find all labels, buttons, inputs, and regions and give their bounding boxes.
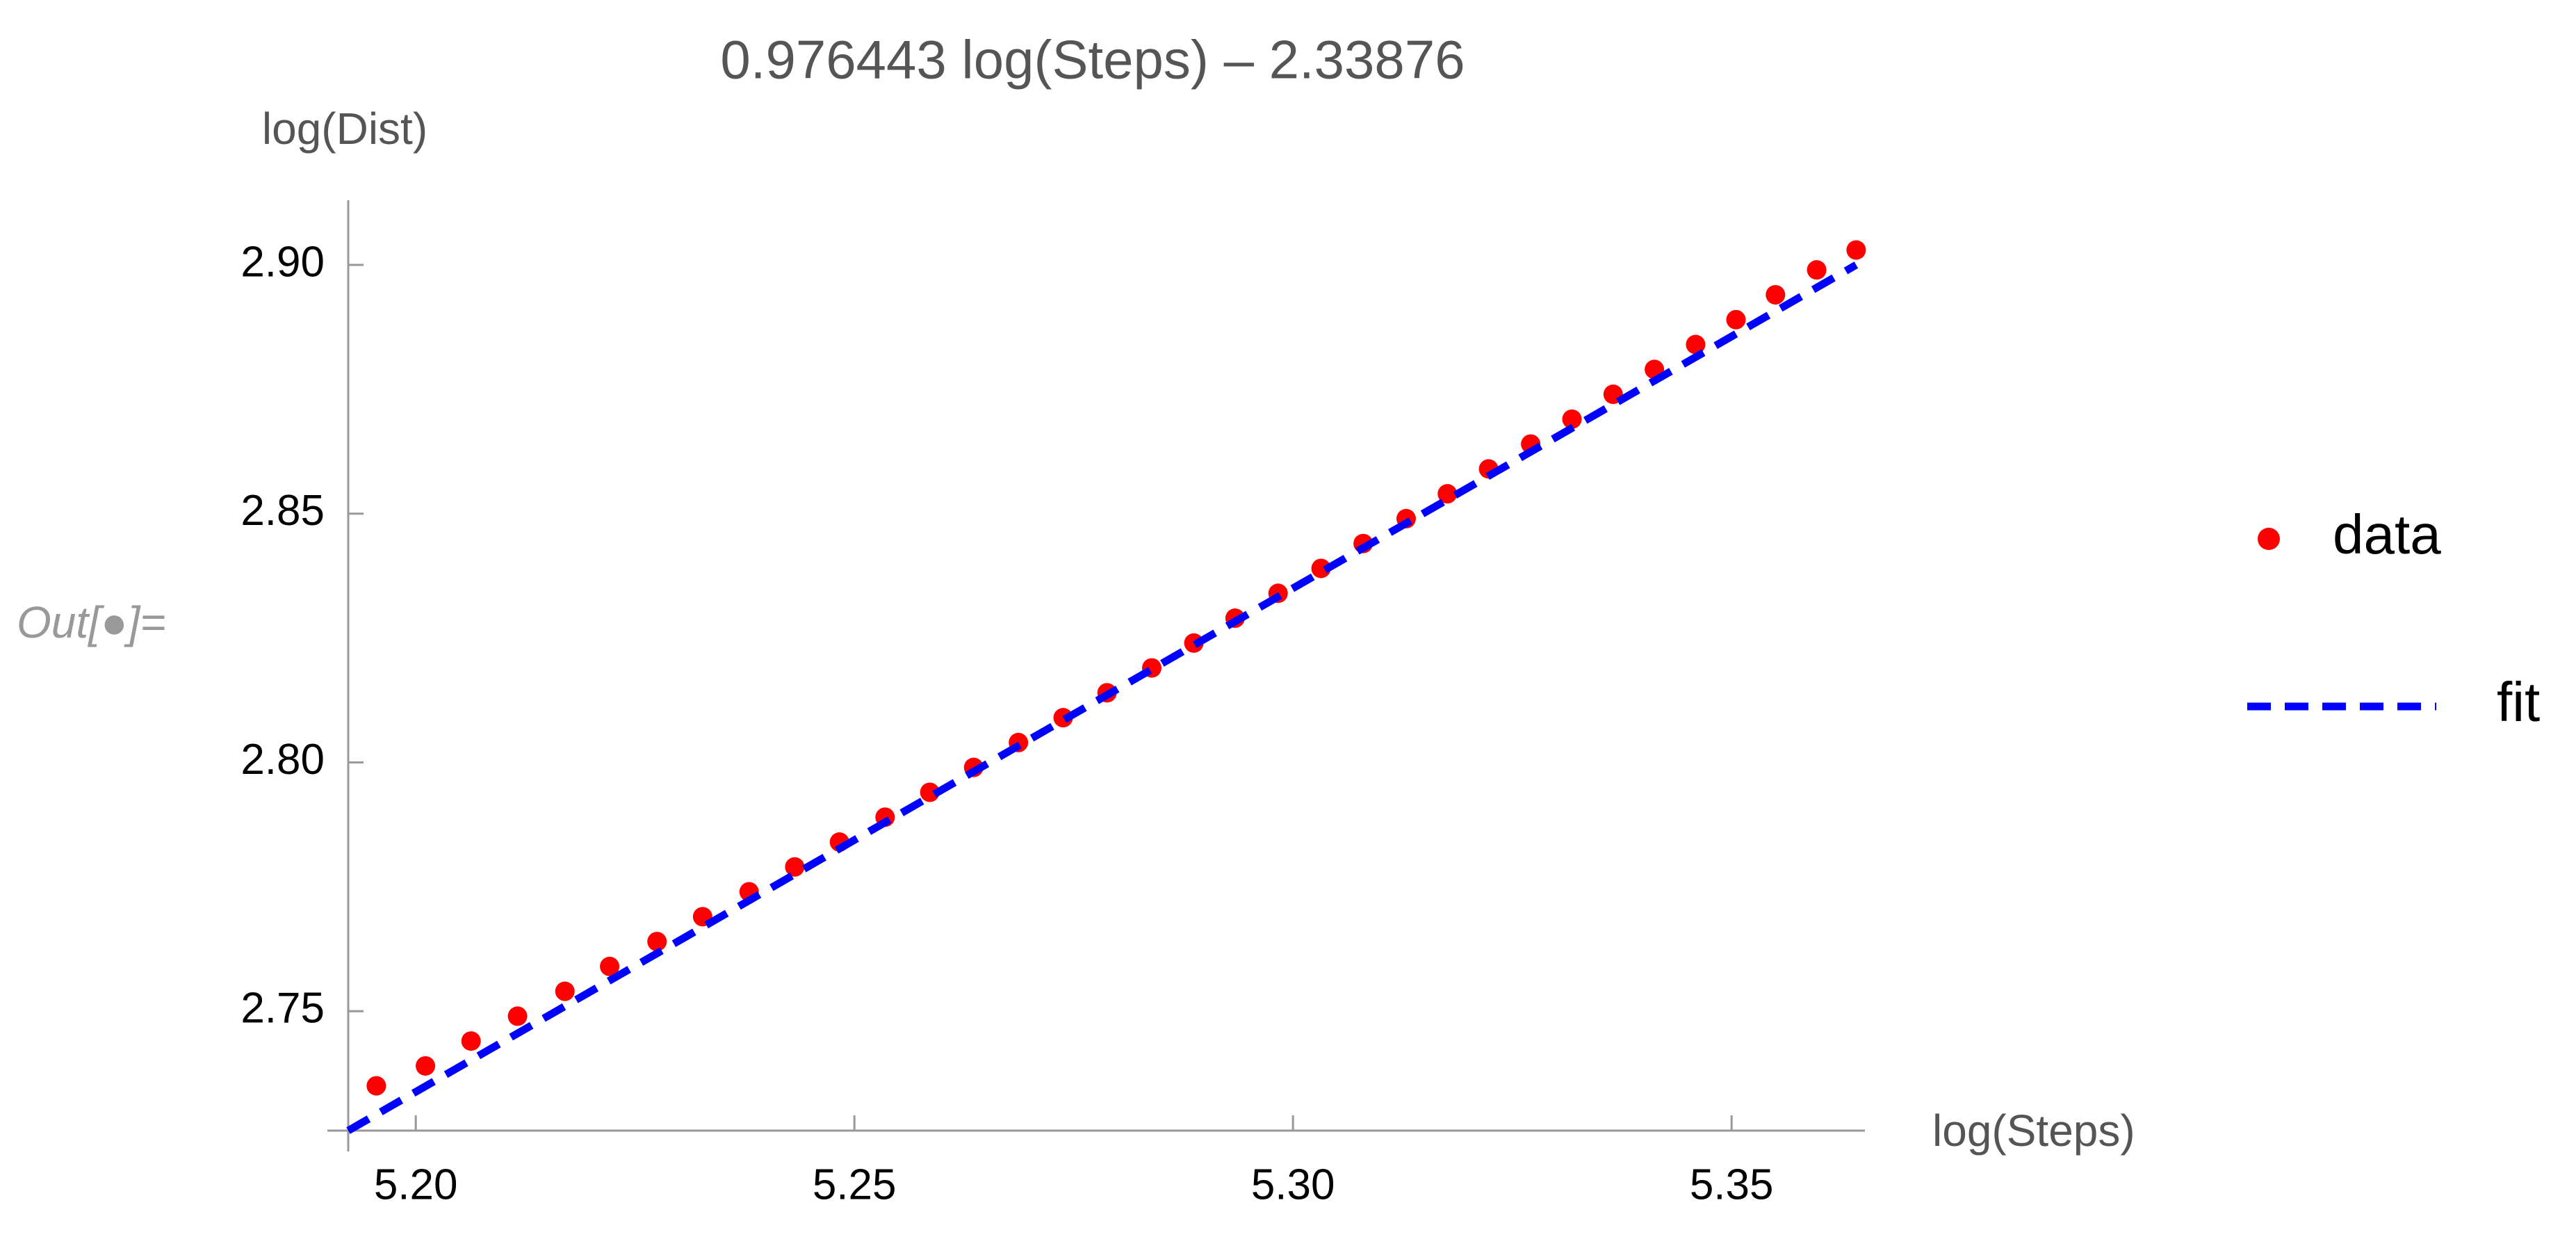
x-tick-label: 5.30 xyxy=(1251,1161,1335,1208)
legend-label: data xyxy=(2333,503,2441,565)
data-point xyxy=(600,956,620,976)
data-point xyxy=(555,981,575,1001)
x-tick-label: 5.35 xyxy=(1690,1161,1774,1208)
y-tick-label: 2.75 xyxy=(241,985,325,1033)
x-tick-label: 5.25 xyxy=(813,1161,897,1208)
data-point xyxy=(1686,334,1706,355)
data-point xyxy=(1766,284,1786,305)
data-point xyxy=(507,1006,528,1026)
data-point xyxy=(1053,708,1073,728)
y-tick-label: 2.80 xyxy=(241,736,325,784)
legend-label: fit xyxy=(2497,671,2540,733)
data-point xyxy=(1726,309,1746,330)
data-point xyxy=(1562,409,1582,429)
x-axis-label: log(Steps) xyxy=(1932,1106,2135,1156)
data-point xyxy=(647,932,667,952)
data-point xyxy=(920,782,940,802)
data-point xyxy=(785,857,805,877)
data-point xyxy=(461,1031,481,1051)
y-axis-label: log(Dist) xyxy=(262,104,427,154)
data-point xyxy=(366,1076,386,1096)
data-point xyxy=(1311,558,1331,579)
data-point xyxy=(1807,260,1827,280)
data-point xyxy=(1437,484,1458,504)
data-point xyxy=(1846,240,1866,260)
cell-label: Out[●]= xyxy=(17,597,166,647)
y-tick-label: 2.85 xyxy=(241,487,325,535)
data-point xyxy=(416,1056,436,1076)
chart-title: 0.976443 log(Steps) – 2.33876 xyxy=(720,29,1465,90)
fit-line xyxy=(346,261,1859,1134)
x-tick-label: 5.20 xyxy=(374,1161,458,1208)
y-tick-label: 2.90 xyxy=(241,238,325,286)
legend-swatch xyxy=(2258,528,2280,550)
